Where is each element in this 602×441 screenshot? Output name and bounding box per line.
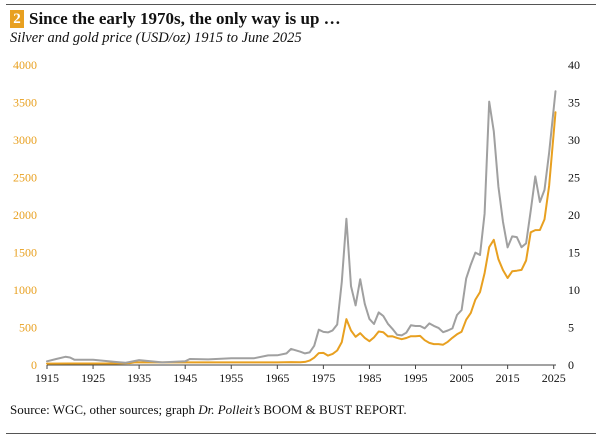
x-tick-label: 2005 <box>450 371 474 385</box>
source-note: Source: WGC, other sources; graph Dr. Po… <box>10 402 407 418</box>
x-tick-label: 1985 <box>357 371 381 385</box>
x-tick-label: 1915 <box>35 371 59 385</box>
y-left-tick-label: 0 <box>31 358 37 372</box>
x-tick-label: 1965 <box>265 371 289 385</box>
y-left-tick-label: 2000 <box>13 208 37 222</box>
y-right-tick-label: 25 <box>568 171 580 185</box>
y-left-tick-label: 1000 <box>13 283 37 297</box>
y-left-tick-label: 1500 <box>13 246 37 260</box>
y-right-tick-label: 40 <box>568 58 580 72</box>
y-left-tick-label: 3500 <box>13 96 37 110</box>
y-right-tick-label: 35 <box>568 96 580 110</box>
chart-subtitle: Silver and gold price (USD/oz) 1915 to J… <box>10 30 302 46</box>
bottom-rule <box>6 433 596 434</box>
title-row: 2 Since the early 1970s, the only way is… <box>10 10 341 28</box>
x-tick-label: 2015 <box>496 371 520 385</box>
x-tick-label: 1995 <box>404 371 428 385</box>
y-right-tick-label: 30 <box>568 133 580 147</box>
source-prefix: Source: WGC, other sources; graph <box>10 402 199 417</box>
chart-title: Since the early 1970s, the only way is u… <box>29 9 341 28</box>
series-line-gold <box>46 111 557 365</box>
y-left-tick-label: 500 <box>19 321 37 335</box>
series-line-silver <box>46 90 557 364</box>
figure-number-badge: 2 <box>10 10 24 28</box>
x-tick-label: 1975 <box>311 371 335 385</box>
y-left-tick-label: 2500 <box>13 171 37 185</box>
y-right-tick-label: 20 <box>568 208 580 222</box>
y-right-tick-label: 5 <box>568 321 574 335</box>
y-right-tick-label: 15 <box>568 246 580 260</box>
x-tick-label: 1945 <box>173 371 197 385</box>
source-suffix: BOOM & BUST REPORT. <box>260 402 407 417</box>
y-right-tick-label: 0 <box>568 358 574 372</box>
y-left-tick-label: 4000 <box>13 58 37 72</box>
top-rule <box>6 4 596 5</box>
x-tick-label: 1935 <box>127 371 151 385</box>
x-tick-label: 2025 <box>542 371 566 385</box>
source-author: Dr. Polleit’s <box>198 402 261 417</box>
x-tick-label: 1955 <box>219 371 243 385</box>
y-right-tick-label: 10 <box>568 283 580 297</box>
x-tick-label: 1925 <box>81 371 105 385</box>
y-left-tick-label: 3000 <box>13 133 37 147</box>
